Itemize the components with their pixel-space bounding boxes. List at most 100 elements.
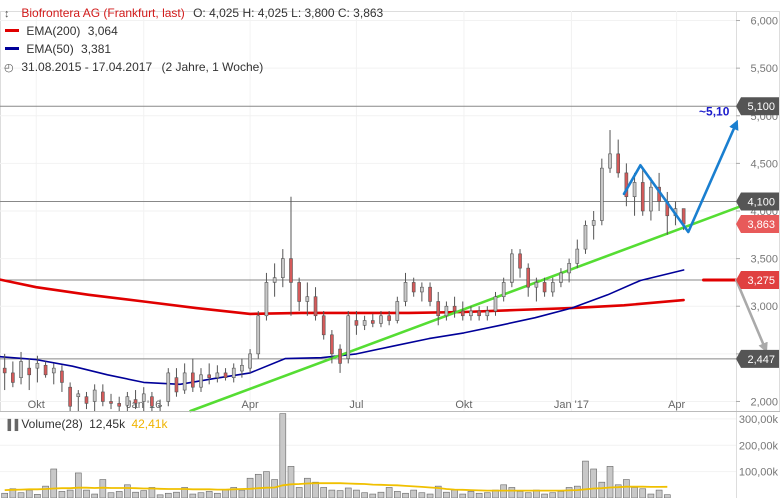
candle-up-body xyxy=(362,320,367,326)
candle-up-body xyxy=(35,363,40,369)
instrument-name: Biofrontera AG (Frankfurt, last) xyxy=(21,6,185,20)
candle xyxy=(477,306,481,321)
volume-bar xyxy=(181,487,188,498)
candle-down-body xyxy=(289,258,293,283)
candle-up-body xyxy=(264,282,269,317)
volume-avg-value: 42,41k xyxy=(131,417,168,431)
volume-label: Volume(28) xyxy=(21,417,83,431)
volume-bar xyxy=(418,492,426,498)
candle-down-body xyxy=(526,267,531,288)
volume-bar xyxy=(312,481,319,498)
price-badge-label: 5,100 xyxy=(747,101,775,113)
volume-bar xyxy=(573,485,581,498)
candle xyxy=(600,158,604,226)
candle xyxy=(60,365,64,392)
volume-bar xyxy=(336,490,344,498)
candle-down-body xyxy=(174,377,179,393)
candle-down-body xyxy=(640,182,645,212)
candle xyxy=(591,211,596,240)
candle-up-body xyxy=(215,372,220,378)
volume-bar xyxy=(344,487,352,498)
candle xyxy=(452,296,457,318)
ema200-value: 3,064 xyxy=(87,24,118,38)
volume-bar xyxy=(34,494,41,498)
candle-up-body xyxy=(534,282,539,288)
candle-up-body xyxy=(305,296,310,302)
candle-up-body xyxy=(485,310,490,317)
volume-bar xyxy=(598,481,606,498)
volume-bar xyxy=(443,491,450,498)
volume-bar xyxy=(304,477,311,498)
volume-bar xyxy=(549,492,557,498)
candle xyxy=(460,301,465,321)
candle xyxy=(493,291,498,316)
volume-bar xyxy=(353,489,360,498)
price-badge-label: 4,100 xyxy=(747,196,775,208)
volume-bar xyxy=(164,492,172,498)
candle-up-body xyxy=(420,286,424,293)
ema50-label: EMA(50) xyxy=(26,42,74,56)
volume-bar xyxy=(623,479,630,498)
candle xyxy=(485,306,490,321)
volume-tick-label: 300,00k xyxy=(739,414,779,426)
candle-down-body xyxy=(207,374,211,378)
volume-bar xyxy=(58,491,66,498)
candle-down-body xyxy=(313,296,318,317)
volume-bars xyxy=(1,413,671,498)
candle xyxy=(191,358,195,392)
candle xyxy=(411,277,416,297)
chart-legend: ↕ Biofrontera AG (Frankfurt, last) O: 4,… xyxy=(4,4,383,76)
candle xyxy=(387,311,391,326)
volume-bar xyxy=(222,489,229,498)
time-tick-label: Okt xyxy=(28,399,45,411)
candle-up-body xyxy=(567,263,571,274)
price-badge: 5,100 xyxy=(736,97,779,116)
volume-bar xyxy=(639,488,647,498)
volume-bar xyxy=(9,488,17,498)
support-trendline xyxy=(189,204,743,413)
candle xyxy=(403,272,408,307)
volume-bar xyxy=(197,492,205,498)
volume-bar xyxy=(582,460,589,498)
candle xyxy=(575,239,580,269)
price-badge-bg xyxy=(736,271,779,290)
candle xyxy=(84,391,89,410)
volume-tick-label: 200,00k xyxy=(739,440,779,452)
candle-up-body xyxy=(281,258,285,278)
volume-bar xyxy=(83,489,90,498)
candle-down-body xyxy=(43,364,48,376)
volume-bar xyxy=(565,487,573,498)
volume-bar xyxy=(655,489,663,498)
candle xyxy=(141,387,146,411)
candle xyxy=(354,311,359,335)
candle xyxy=(68,382,72,411)
ema50-value: 3,381 xyxy=(81,42,112,56)
volume-bar xyxy=(631,487,638,498)
volume-bar xyxy=(124,484,131,498)
volume-legend: ▐▐ Volume(28) 12,45k 42,41k xyxy=(4,417,167,431)
candle-up-body xyxy=(403,282,408,302)
candle xyxy=(281,249,285,288)
price-badge: 4,100 xyxy=(736,192,779,211)
candle xyxy=(264,272,269,321)
candle xyxy=(11,361,15,388)
candle xyxy=(43,361,48,378)
candle-down-body xyxy=(68,386,72,407)
price-tick-label: 4,500 xyxy=(750,158,778,170)
candle xyxy=(174,368,179,397)
candle xyxy=(362,315,367,331)
candle-down-body xyxy=(11,372,15,383)
candle-down-body xyxy=(460,310,465,317)
price-badge-bg xyxy=(736,97,779,116)
price-badge-label: 3,275 xyxy=(747,275,775,287)
volume-bar xyxy=(467,491,475,498)
volume-bar xyxy=(189,493,197,498)
candle-up-body xyxy=(199,374,203,388)
volume-bar xyxy=(254,473,262,498)
candle xyxy=(583,220,588,254)
period-note: (2 Jahre, 1 Woche) xyxy=(161,60,264,74)
candle xyxy=(117,396,121,411)
candle xyxy=(370,313,375,328)
legend-ema50-row: EMA(50) 3,381 xyxy=(4,40,383,58)
clock-icon: ◴ xyxy=(4,62,14,74)
